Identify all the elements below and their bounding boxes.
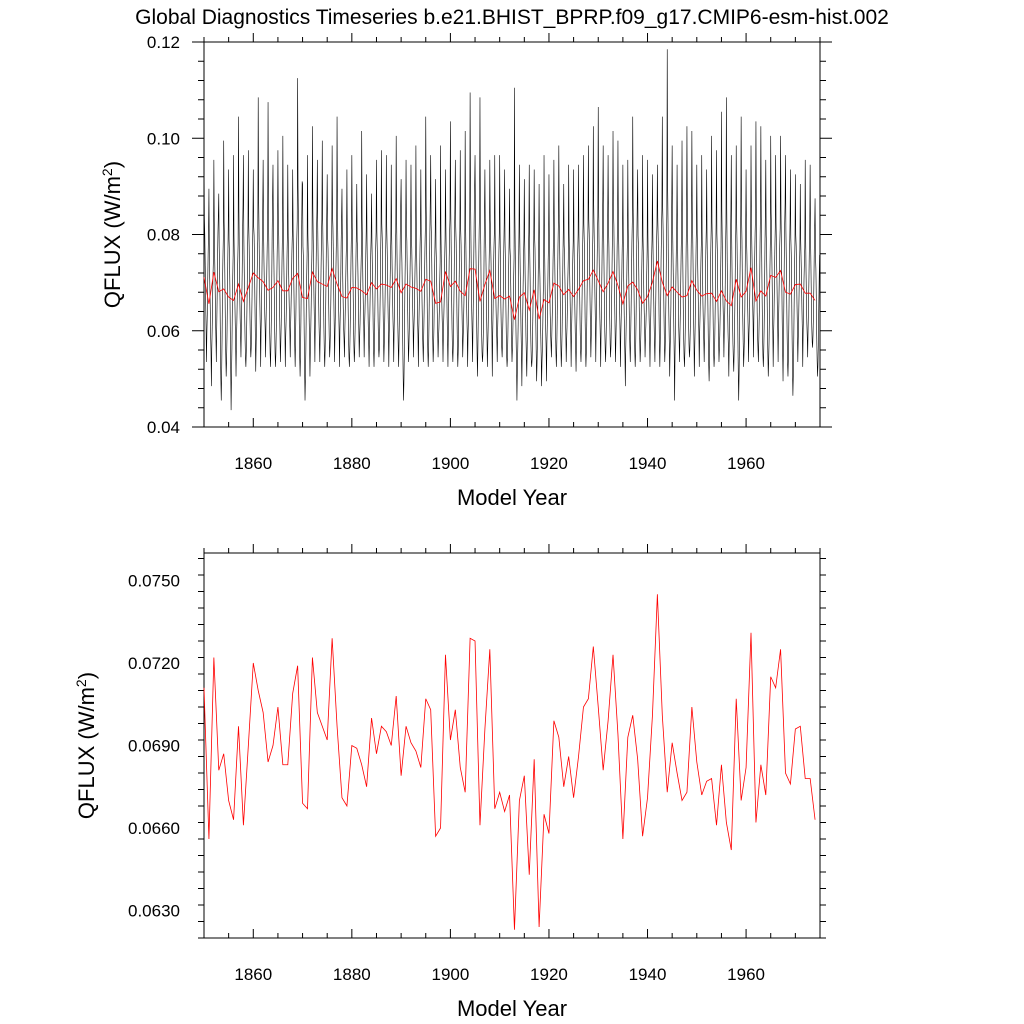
bottom-x-axis-label: Model Year — [457, 996, 567, 1021]
bottom-plot-frame — [203, 552, 821, 939]
y-tick-label: 0.0660 — [128, 819, 180, 838]
x-tick-label: 1900 — [431, 965, 469, 984]
bottom-y-axis-label: QFLUX (W/m2) — [73, 672, 99, 819]
x-tick-label: 1940 — [629, 454, 667, 473]
x-tick-label: 1860 — [234, 454, 272, 473]
x-tick-label: 1880 — [333, 965, 371, 984]
x-tick-label: 1960 — [727, 454, 765, 473]
top-x-ticks: 1860 1880 1900 1920 1940 1960 — [203, 33, 821, 473]
y-tick-label: 0.0630 — [128, 902, 180, 921]
bottom-panel: 1860 1880 1900 1920 1940 1960 0.06300.06600.0… — [73, 544, 826, 1021]
top-y-axis-label: QFLUX (W/m2) — [99, 161, 125, 308]
y-tick-label: 0.08 — [147, 226, 180, 245]
x-tick-label: 1860 — [234, 965, 272, 984]
x-tick-label: 1960 — [727, 965, 765, 984]
y-tick-label: 0.10 — [147, 129, 180, 148]
y-tick-label: 0.06 — [147, 322, 180, 341]
annual-mean-series-line — [203, 594, 816, 930]
top-panel: 1860 1880 1900 1920 1940 1960 0.04 0.06 0.08 0.1… — [99, 33, 832, 510]
y-tick-label: 0.0720 — [128, 654, 180, 673]
x-tick-label: 1880 — [333, 454, 371, 473]
top-x-axis-label: Model Year — [457, 485, 567, 510]
y-tick-label: 0.0690 — [128, 737, 180, 756]
bottom-series — [203, 594, 816, 930]
top-plot-frame — [203, 41, 821, 428]
figure-title: Global Diagnostics Timeseries b.e21.BHIS… — [135, 6, 889, 29]
x-tick-label: 1900 — [431, 454, 469, 473]
bottom-x-ticks: 1860 1880 1900 1920 1940 1960 — [203, 544, 821, 984]
x-tick-label: 1940 — [629, 965, 667, 984]
x-tick-label: 1920 — [530, 454, 568, 473]
annual-mean-series-line — [203, 260, 816, 320]
x-tick-label: 1920 — [530, 965, 568, 984]
y-tick-label: 0.04 — [147, 418, 180, 437]
y-tick-label: 0.12 — [147, 33, 180, 52]
monthly-series-line — [203, 49, 820, 411]
y-tick-label: 0.0750 — [128, 572, 180, 591]
top-y-ticks: 0.04 0.06 0.08 0.10 0.12 — [147, 33, 832, 437]
top-series — [203, 49, 820, 411]
bottom-y-ticks: 0.0630 0.0660 0.0690 0.0720 0.0750 — [128, 558, 826, 939]
